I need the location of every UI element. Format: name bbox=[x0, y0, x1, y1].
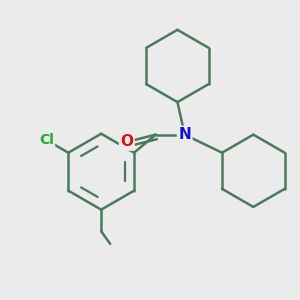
Text: N: N bbox=[178, 127, 191, 142]
Text: Cl: Cl bbox=[39, 133, 54, 147]
Text: O: O bbox=[120, 134, 133, 149]
